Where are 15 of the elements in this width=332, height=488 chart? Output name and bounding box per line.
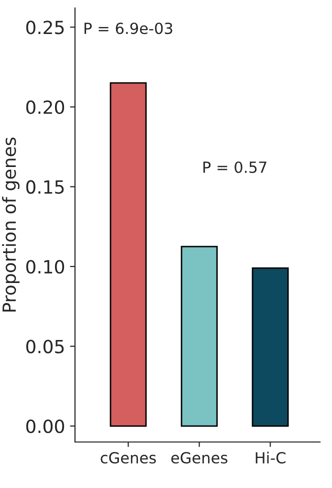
y-tick-label: 0.15	[26, 180, 64, 194]
x-tick-label: cGenes	[100, 452, 156, 464]
x-tick-label: eGenes	[171, 452, 228, 464]
bar	[110, 82, 147, 427]
bar	[180, 246, 218, 427]
y-tick-label: 0.25	[26, 20, 64, 34]
annotation: P = 6.9e-03	[84, 22, 172, 34]
y-tick-label: 0.00	[26, 420, 64, 434]
y-tick-label: 0.20	[26, 100, 64, 114]
bar	[252, 267, 289, 427]
annotation: P = 0.57	[203, 161, 266, 174]
y-tick-label: 0.10	[26, 260, 64, 274]
y-tick-label: 0.05	[26, 340, 64, 354]
x-tick-label: Hi-C	[256, 452, 286, 464]
y-axis-title: Proportion of genes	[2, 138, 20, 312]
